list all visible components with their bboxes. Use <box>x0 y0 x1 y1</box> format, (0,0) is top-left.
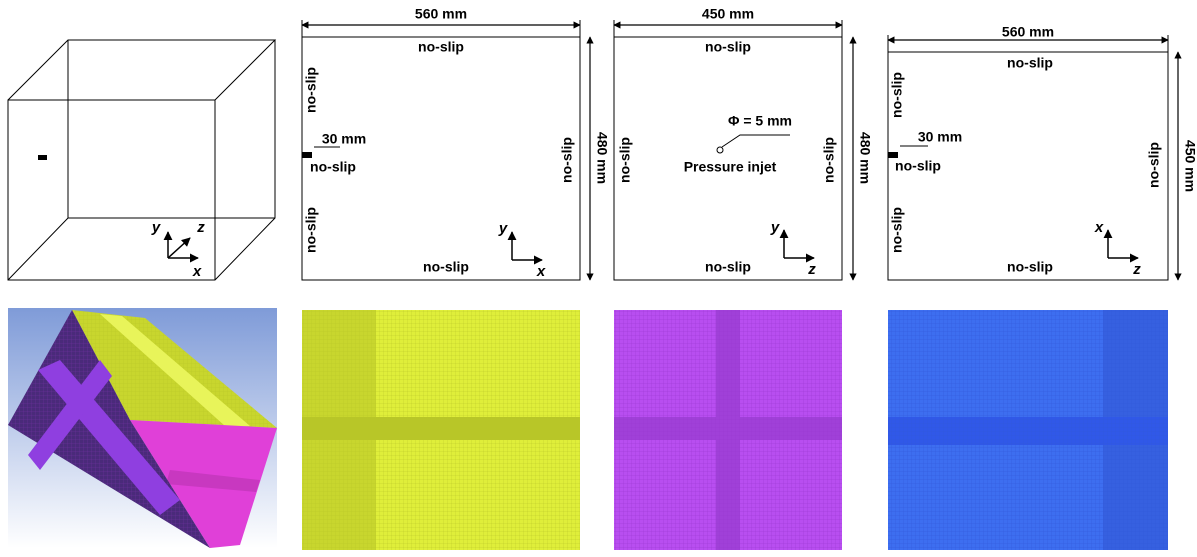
inlet-label: Pressure injet <box>684 159 777 175</box>
axis-label: x <box>192 263 202 280</box>
axis-label: z <box>196 219 205 236</box>
yz-section: 450 mm 480 mm no-slip no-slip no-slip no… <box>614 6 873 280</box>
dimension-label: 450 mm <box>702 6 754 22</box>
mesh-3d <box>8 308 277 548</box>
axis-label: x <box>536 263 546 280</box>
xz-section: 560 mm 450 mm no-slip no-slip 30 mm no-s… <box>888 24 1197 280</box>
box-3d: y z x <box>8 40 275 280</box>
axis-label: y <box>498 220 508 237</box>
slot-label: 30 mm <box>918 129 962 145</box>
boundary-label: no-slip <box>1007 259 1053 275</box>
boundary-label: no-slip <box>705 39 751 55</box>
boundary-label: no-slip <box>303 207 319 253</box>
boundary-label: no-slip <box>889 207 905 253</box>
axis-label: y <box>151 219 161 236</box>
slot-label: 30 mm <box>322 131 366 147</box>
boundary-label: no-slip <box>895 158 941 174</box>
boundary-label: no-slip <box>303 67 319 113</box>
boundary-label: no-slip <box>889 72 905 118</box>
axis-label: x <box>1094 219 1104 236</box>
boundary-label: no-slip <box>1146 142 1162 188</box>
boundary-label: no-slip <box>418 39 464 55</box>
xy-section: 560 mm 480 mm no-slip no-slip 30 mm no-s… <box>302 6 610 280</box>
boundary-label: no-slip <box>310 159 356 175</box>
axis-label: z <box>1132 261 1141 278</box>
axis-label: y <box>770 219 780 236</box>
mesh-xy <box>302 310 580 550</box>
boundary-label: no-slip <box>1007 55 1053 71</box>
dimension-label: 560 mm <box>1002 24 1054 40</box>
diameter-label: Φ = 5 mm <box>728 113 792 129</box>
boundary-label: no-slip <box>559 137 575 183</box>
dimension-label: 480 mm <box>594 132 610 184</box>
dimension-label: 450 mm <box>1182 140 1197 192</box>
boundary-label: no-slip <box>617 137 633 183</box>
boundary-label: no-slip <box>821 137 837 183</box>
boundary-label: no-slip <box>705 259 751 275</box>
mesh-xz <box>888 310 1168 550</box>
dimension-label: 480 mm <box>857 132 873 184</box>
dimension-label: 560 mm <box>415 6 467 22</box>
axis-label: z <box>807 261 816 278</box>
figure: y z x 560 mm 480 mm no-slip no-slip 30 m… <box>0 0 1197 552</box>
mesh-yz <box>614 310 842 550</box>
boundary-label: no-slip <box>423 259 469 275</box>
